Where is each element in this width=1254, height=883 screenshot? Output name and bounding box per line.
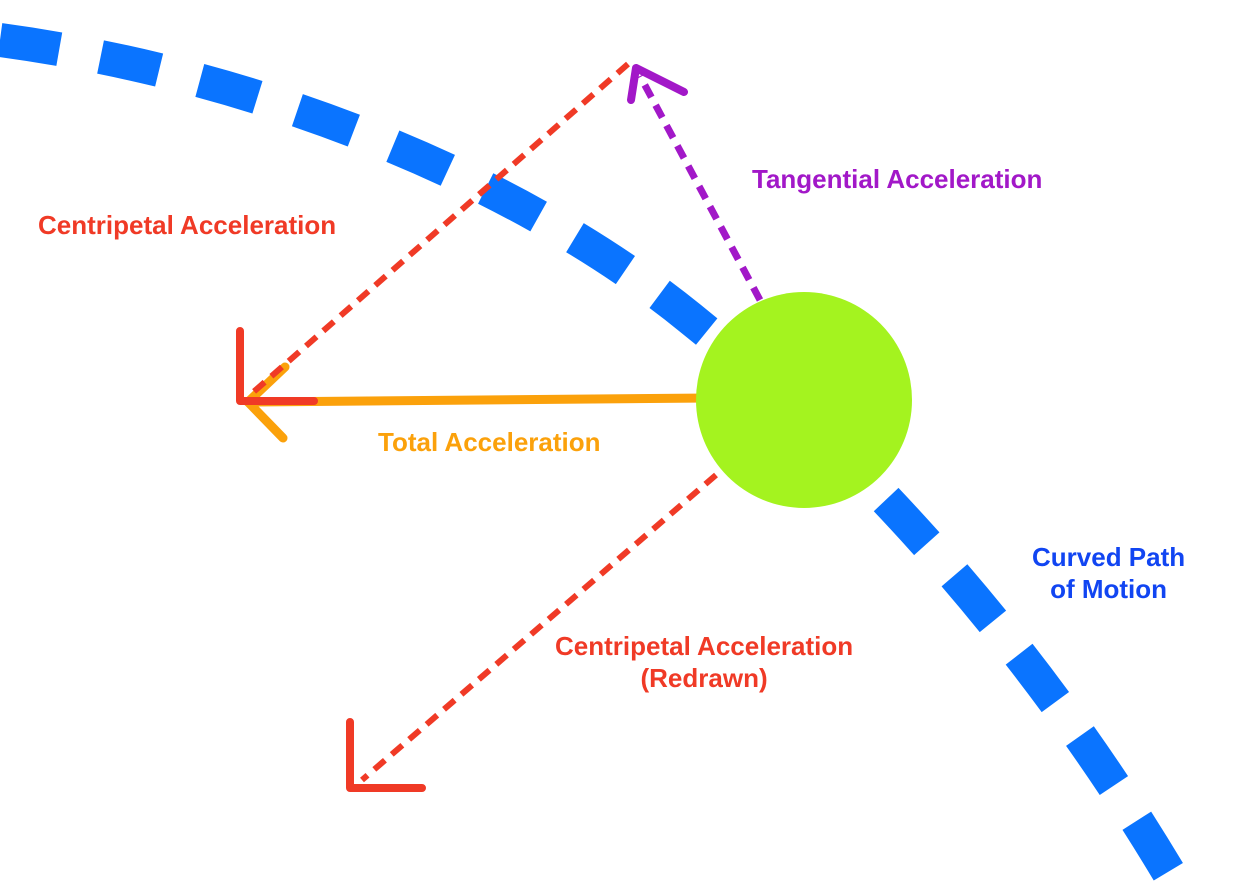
centripetal-redrawn-label-line1: Centripetal Acceleration: [555, 631, 854, 661]
centripetal-redrawn-label: Centripetal Acceleration (Redrawn): [555, 630, 853, 694]
tangential-acceleration-arrowhead: [627, 64, 688, 104]
curved-path-of-motion: [0, 23, 1190, 883]
tangential-acceleration-vector: [636, 74, 764, 302]
total-acceleration-label: Total Acceleration: [378, 427, 601, 457]
centripetal-acceleration-vector: [248, 61, 630, 398]
centripetal-acceleration-redrawn-vector: [360, 472, 718, 783]
centripetal-acceleration-redrawn-arrowhead: [346, 718, 426, 792]
curved-path-label-line2: of Motion: [1050, 574, 1168, 604]
centripetal-acceleration-arrowhead: [236, 327, 318, 405]
centripetal-redrawn-label-line2: (Redrawn): [640, 663, 768, 693]
tangential-acceleration-label: Tangential Acceleration: [752, 164, 1043, 194]
moving-object: [696, 292, 912, 508]
centripetal-acceleration-label: Centripetal Acceleration: [38, 210, 337, 240]
curved-path-label: Curved Path of Motion: [1032, 541, 1185, 605]
curved-path-label-line1: Curved Path: [1032, 542, 1186, 572]
total-acceleration-vector: [243, 393, 714, 407]
